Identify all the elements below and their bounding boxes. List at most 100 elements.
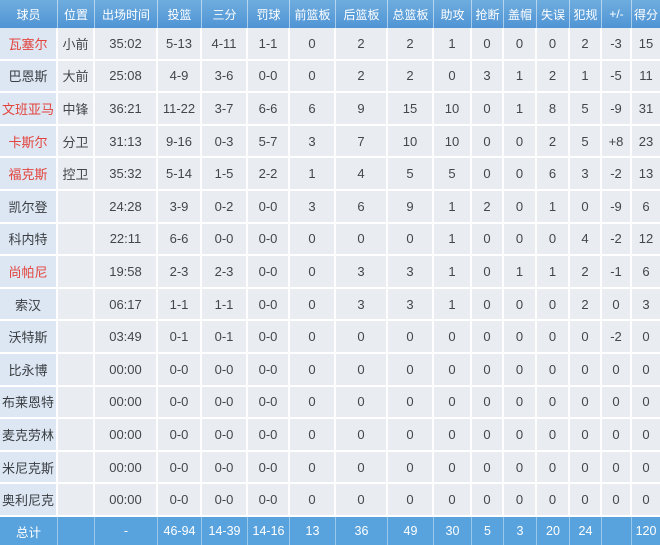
stat-cell: 2	[388, 28, 434, 59]
stat-cell: 1	[504, 93, 537, 124]
stat-cell: 0	[537, 28, 570, 59]
stat-cell: -2	[602, 223, 632, 255]
header-row: 球员 位置 出场时间 投篮 三分 罚球 前篮板 后篮板 总篮板 助攻 抢断 盖帽 失误 犯规 +/- 得分	[0, 0, 660, 28]
stat-cell: 3	[336, 256, 388, 287]
stat-cell: 0	[388, 484, 434, 515]
player-row[interactable]: 布莱恩特 00:00 0-0 0-0 0-0 0 0 0 0 0 0 0 0 0 0	[0, 386, 660, 420]
player-row[interactable]: 卡斯尔 分卫 31:13 9-16 0-3 5-7 3 7 10 10 0 0 2 5 +8 23	[0, 125, 660, 159]
stat-cell: 0	[570, 190, 602, 222]
stat-cell: 0	[602, 484, 632, 515]
stat-cell: 0	[472, 353, 504, 385]
stat-cell: 5-13	[158, 28, 202, 59]
stat-cell: 4-9	[158, 60, 202, 92]
stat-cell: 35:32	[95, 158, 158, 189]
stat-cell: 03:49	[95, 321, 158, 352]
stat-cell: 2-3	[202, 256, 248, 287]
stat-cell: 0	[504, 451, 537, 483]
player-row[interactable]: 文班亚马 中锋 36:21 11-22 3-7 6-6 6 9 15 10 0 1 8 5 -9 31	[0, 93, 660, 126]
stat-cell: 2	[388, 60, 434, 92]
stat-cell: 0-0	[248, 256, 290, 287]
stat-cell: 0	[642, 459, 650, 475]
stat-cell	[58, 353, 95, 385]
stat-cell: 0-0	[248, 321, 290, 352]
header-cell-6: 前篮板	[290, 0, 336, 28]
player-row[interactable]: 凯尔登 24:28 3-9 0-2 0-0 3 6 9 1 2 0 1 0 -9 6	[0, 190, 660, 224]
stat-cell: 1	[434, 288, 472, 320]
stat-cell	[58, 484, 95, 515]
stat-cell: 0-1	[202, 321, 248, 352]
stat-cell: 1	[290, 158, 336, 189]
stat-cell: 0	[290, 451, 336, 483]
stat-cell: 0	[602, 386, 632, 418]
stat-cell: -5	[602, 60, 632, 92]
stat-cell: 19:58	[95, 256, 158, 287]
header-cell-12: 失误	[537, 0, 570, 28]
stat-cell: 10	[434, 125, 472, 157]
stat-cell: 22:11	[95, 223, 158, 255]
stat-cell: 0	[504, 223, 537, 255]
player-row[interactable]: 福克斯 控卫 35:32 5-14 1-5 2-2 1 4 5 5 0 0 6 3 -2 13	[0, 158, 660, 191]
player-row[interactable]: 尚帕尼 19:58 2-3 2-3 0-0 0 3 3 1 0 1 1 2 -1 6	[0, 256, 660, 289]
header-cell-8: 总篮板	[388, 0, 434, 28]
header-cell-3: 投篮	[158, 0, 202, 28]
stat-cell: 0	[570, 321, 602, 352]
stat-cell	[58, 288, 95, 320]
stat-cell	[58, 419, 95, 450]
stat-cell: 小前	[58, 28, 95, 59]
header-cell-1: 位置	[58, 0, 95, 28]
stat-cell: 0	[290, 60, 336, 92]
player-row[interactable]: 索汉 06:17 1-1 1-1 0-0 0 3 3 1 0 0 0 2 0 3	[0, 288, 660, 322]
stat-cell: 0	[504, 28, 537, 59]
stat-cell	[58, 386, 95, 418]
player-row[interactable]: 米尼克斯 00:00 0-0 0-0 0-0 0 0 0 0 0 0 0 0 0 0	[0, 451, 660, 485]
player-row[interactable]: 麦克劳林 00:00 0-0 0-0 0-0 0 0 0 0 0 0 0 0 0 0	[0, 419, 660, 452]
stat-cell: 1	[537, 190, 570, 222]
stat-cell: -9	[602, 93, 632, 124]
stat-cell: 0	[472, 256, 504, 287]
stat-cell	[58, 321, 95, 352]
stat-cell: 0	[602, 451, 632, 483]
player-row[interactable]: 科内特 22:11 6-6 0-0 0-0 0 0 0 1 0 0 0 4 -2 12	[0, 223, 660, 257]
stat-cell: 0	[472, 125, 504, 157]
stat-cell: 0	[336, 419, 388, 450]
stat-cell: 24:28	[95, 190, 158, 222]
stat-cell: 0	[434, 419, 472, 450]
stat-cell: 00:00	[95, 353, 158, 385]
player-row[interactable]: 比永博 00:00 0-0 0-0 0-0 0 0 0 0 0 0 0 0 0 0	[0, 353, 660, 387]
stat-cell: 3-7	[202, 93, 248, 124]
stat-cell: 0	[570, 386, 602, 418]
stat-cell: 1	[434, 28, 472, 59]
stat-cell: 0	[472, 288, 504, 320]
stat-cell: 6	[642, 198, 650, 214]
stat-cell: 10	[388, 125, 434, 157]
player-row[interactable]: 奥利尼克 00:00 0-0 0-0 0-0 0 0 0 0 0 0 0 0 0 0	[0, 484, 660, 517]
stat-cell: 0	[472, 419, 504, 450]
player-name-cell: 卡斯尔	[0, 125, 58, 157]
stat-cell: 2	[537, 60, 570, 92]
player-row[interactable]: 沃特斯 03:49 0-1 0-1 0-0 0 0 0 0 0 0 0 0 -2 0	[0, 321, 660, 354]
stat-cell: 6	[290, 93, 336, 124]
stat-cell: 0	[290, 28, 336, 59]
stat-cell: 3	[388, 288, 434, 320]
totals-stat-cell: 14-39	[202, 517, 248, 545]
stat-cell: 0	[504, 484, 537, 515]
stat-cell: 3	[570, 158, 602, 189]
stat-cell: 大前	[58, 60, 95, 92]
stat-cell: 0-0	[248, 353, 290, 385]
stat-cell: 0	[472, 321, 504, 352]
stat-cell: 0	[290, 223, 336, 255]
stat-cell: -9	[602, 190, 632, 222]
stat-cell: 0	[388, 223, 434, 255]
stat-cell: 0	[602, 419, 632, 450]
player-row[interactable]: 巴恩斯 大前 25:08 4-9 3-6 0-0 0 2 2 0 3 1 2 1 -5 11	[0, 60, 660, 94]
totals-stat-cell: 46-94	[158, 517, 202, 545]
stat-cell: 0	[537, 386, 570, 418]
stat-cell: 0-0	[158, 386, 202, 418]
stat-cell: 0	[336, 223, 388, 255]
stat-cell: 0	[642, 492, 650, 508]
stat-cell: 0	[504, 419, 537, 450]
stat-cell: 15	[638, 35, 654, 51]
player-row[interactable]: 瓦塞尔 小前 35:02 5-13 4-11 1-1 0 2 2 1 0 0 0 2 -3 15	[0, 28, 660, 61]
stat-cell: 0	[642, 426, 650, 442]
